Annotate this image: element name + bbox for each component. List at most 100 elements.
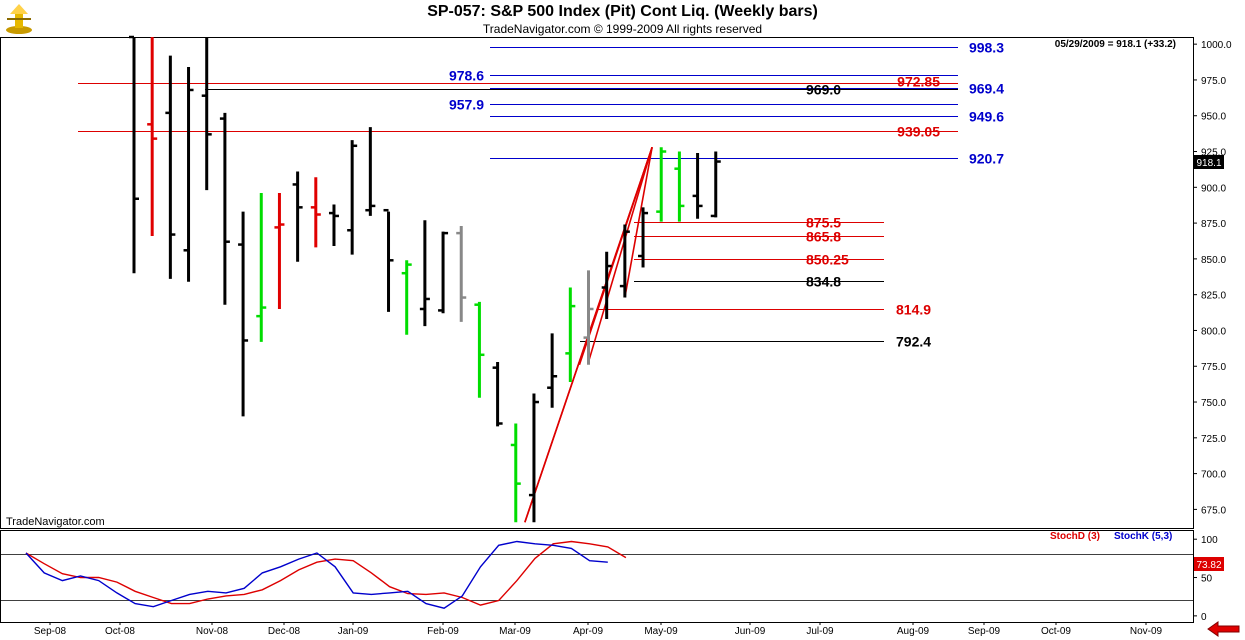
stoch-tick-label: 50	[1201, 574, 1213, 585]
x-tick-label: Oct-08	[105, 626, 135, 637]
level-label: 920.7	[969, 151, 1004, 167]
level-label: 978.6	[449, 68, 484, 84]
level-label: 949.6	[969, 109, 1004, 125]
trendline	[587, 146, 653, 363]
price-levels: 998.3 978.6 972.85 969.4 969.0 957.9 949.6 939.…	[78, 40, 1004, 350]
price-axis: 675.0 700.0 725.0 750.0 775.0 800.0 825.0 850.0…	[0, 37, 1232, 623]
price-tick-label: 850.0	[1201, 255, 1226, 266]
price-frame	[0, 37, 1194, 529]
ohlc-bar	[674, 151, 685, 222]
level-label: 834.8	[806, 274, 841, 290]
trendline	[624, 147, 653, 298]
ohlc-bar	[601, 251, 612, 320]
price-tick-label: 775.0	[1201, 362, 1226, 373]
ohlc-bar	[347, 140, 358, 255]
stoch-last-value: 73.82	[1196, 560, 1221, 571]
chart-subtitle: TradeNavigator.com © 1999-2009 All right…	[482, 22, 763, 36]
price-tick-label: 900.0	[1201, 183, 1226, 194]
chart-title: SP-057: S&P 500 Index (Pit) Cont Liq. (W…	[427, 3, 818, 20]
level-label: 972.85	[897, 74, 940, 90]
time-axis: Sep-08 Oct-08 Nov-08 Dec-08 Jan-09 Feb-09 Mar-…	[34, 622, 1163, 637]
ohlc-bar	[383, 208, 394, 312]
x-tick-label: Sep-08	[34, 626, 67, 637]
level-label: 939.05	[897, 124, 940, 140]
ohlc-bar	[565, 287, 576, 382]
level-label: 814.9	[896, 302, 931, 318]
ohlc-bar	[692, 152, 703, 219]
price-tick-label: 1000.0	[1201, 40, 1232, 51]
price-tick-label: 950.0	[1201, 112, 1226, 123]
ohlc-bar	[492, 361, 503, 427]
ohlc-bar	[474, 301, 485, 398]
price-tick-label: 725.0	[1201, 434, 1226, 445]
stoch-frame	[0, 530, 1194, 623]
ohlc-bars	[129, 35, 721, 523]
x-tick-label: Oct-09	[1041, 626, 1071, 637]
price-tick-label: 825.0	[1201, 291, 1226, 302]
ohlc-bar	[328, 204, 339, 246]
ohlc-bar	[710, 151, 721, 218]
stoch-series-line	[25, 540, 627, 606]
ohlc-bar	[619, 224, 630, 298]
price-tick-label: 700.0	[1201, 470, 1226, 481]
level-label: 969.4	[969, 81, 1004, 97]
ohlc-bar	[419, 220, 430, 327]
x-tick-label: Nov-08	[196, 626, 229, 637]
ohlc-bar	[147, 37, 158, 236]
x-tick-label: May-09	[644, 626, 678, 637]
ohlc-bar	[201, 37, 212, 191]
level-label: 792.4	[896, 334, 931, 350]
price-last-value: 918.1	[1196, 158, 1221, 169]
level-label: 969.0	[806, 82, 841, 98]
price-tick-label: 975.0	[1201, 76, 1226, 87]
stoch-series-line	[25, 540, 608, 609]
x-tick-label: Jun-09	[735, 626, 766, 637]
ohlc-bar	[401, 260, 412, 335]
ohlc-bar	[365, 127, 376, 216]
stoch-last-box	[1194, 557, 1224, 571]
ohlc-bar	[238, 211, 249, 417]
stoch-k-legend: StochK (5,3)	[1114, 531, 1172, 542]
ohlc-bar	[292, 171, 303, 262]
level-label: 998.3	[969, 40, 1004, 56]
ohlc-bar	[547, 333, 558, 408]
x-tick-label: Dec-08	[268, 626, 301, 637]
ohlc-bar	[528, 393, 539, 523]
x-tick-label: Mar-09	[499, 626, 531, 637]
x-tick-label: Nov-09	[1130, 626, 1163, 637]
ohlc-bar	[310, 177, 321, 248]
level-label: 850.25	[806, 252, 849, 268]
x-tick-label: Jul-09	[806, 626, 834, 637]
price-tick-label: 800.0	[1201, 326, 1226, 337]
x-tick-label: Feb-09	[427, 626, 459, 637]
x-tick-label: Jan-09	[338, 626, 369, 637]
stoch-tick-label: 0	[1201, 612, 1207, 623]
ohlc-bar	[256, 193, 267, 342]
watermark: TradeNavigator.com	[6, 516, 105, 528]
x-tick-label: Aug-09	[897, 626, 930, 637]
stoch-tick-label: 100	[1201, 535, 1218, 546]
price-tick-label: 675.0	[1201, 505, 1226, 516]
left-arrow-icon[interactable]	[1207, 621, 1241, 637]
price-tick-label: 750.0	[1201, 398, 1226, 409]
x-tick-label: Apr-09	[573, 626, 603, 637]
ohlc-bar	[583, 270, 594, 365]
ohlc-bar	[129, 35, 139, 274]
ohlc-bar	[219, 112, 230, 305]
price-tick-label: 875.0	[1201, 219, 1226, 230]
ohlc-bar	[183, 67, 194, 282]
ohlc-bar	[656, 147, 667, 222]
x-tick-label: Sep-09	[968, 626, 1001, 637]
price-last-box	[1194, 155, 1224, 169]
ohlc-bar	[165, 55, 176, 279]
ohlc-bar	[274, 193, 285, 309]
trade-navigator-logo-icon	[6, 4, 32, 34]
level-label: 865.8	[806, 229, 841, 245]
stochastic-panel: 0 50 100	[0, 535, 1218, 623]
stoch-d-legend: StochD (3)	[1050, 531, 1100, 542]
level-label: 875.5	[806, 215, 841, 231]
ohlc-bar	[638, 207, 649, 268]
ohlc-bar	[438, 231, 449, 314]
ohlc-bar	[510, 423, 521, 523]
